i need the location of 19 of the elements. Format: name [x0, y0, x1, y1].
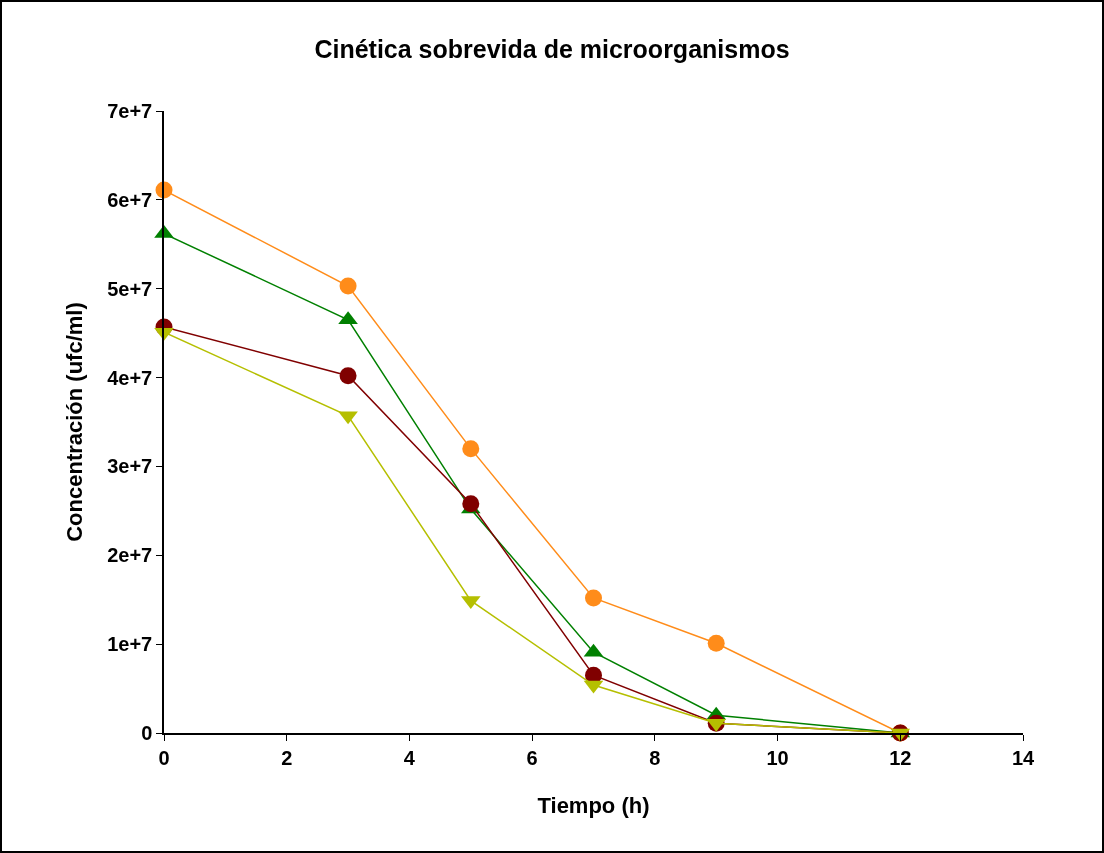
x-tick-label: 14: [1011, 746, 1035, 769]
x-tick-label: 2: [281, 746, 293, 769]
x-tick-label: 6: [526, 746, 538, 769]
y-axis-title: Concentración (ufc/ml): [62, 302, 88, 542]
x-axis-title: Tiempo (h): [537, 793, 650, 819]
x-tick-label: 12: [889, 746, 912, 769]
y-tick-label: 0: [141, 722, 153, 744]
y-tick-label: 2e+7: [107, 544, 153, 567]
x-tick-label: 10: [766, 746, 789, 769]
y-tick-label: 1e+7: [107, 633, 153, 656]
x-tick-label: 8: [649, 746, 661, 769]
y-tick-label: 3e+7: [107, 455, 153, 478]
x-tick-label: 4: [403, 746, 416, 769]
y-tick-label: 6e+7: [107, 188, 153, 211]
y-tick-label: 7e+7: [107, 100, 153, 122]
chart-title: Cinética sobrevida de microorganismos: [314, 34, 790, 63]
x-tick-label: 0: [158, 746, 170, 769]
y-tick-label: 4e+7: [107, 366, 153, 389]
y-tick-label: 5e+7: [107, 277, 153, 300]
